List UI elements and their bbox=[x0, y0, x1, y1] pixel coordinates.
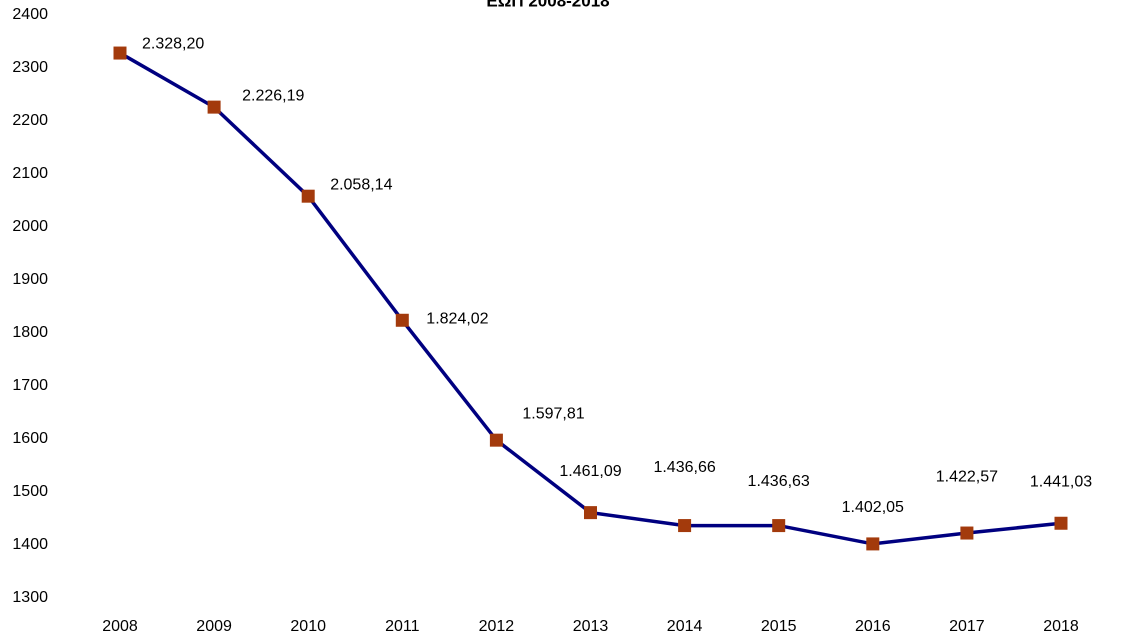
data-label: 1.441,03 bbox=[1030, 473, 1092, 490]
chart-title: ΕΩΠ 2008-2018 bbox=[486, 0, 609, 10]
data-label: 2.328,20 bbox=[142, 35, 204, 52]
x-tick-label: 2016 bbox=[855, 618, 891, 635]
x-tick-label: 2014 bbox=[667, 618, 703, 635]
marker bbox=[207, 100, 221, 114]
y-tick-label: 1600 bbox=[12, 430, 48, 447]
data-label: 1.824,02 bbox=[426, 310, 488, 327]
data-label: 1.402,05 bbox=[842, 499, 904, 516]
x-tick-label: 2011 bbox=[385, 618, 420, 635]
y-tick-label: 1800 bbox=[12, 324, 48, 341]
y-tick-label: 1400 bbox=[12, 536, 48, 553]
marker bbox=[678, 519, 692, 533]
y-tick-label: 2400 bbox=[12, 6, 48, 23]
y-tick-label: 2200 bbox=[12, 112, 48, 129]
marker bbox=[489, 433, 503, 447]
x-tick-label: 2017 bbox=[949, 618, 985, 635]
y-tick-label: 2300 bbox=[12, 59, 48, 76]
marker bbox=[1054, 516, 1068, 530]
data-label: 1.436,63 bbox=[748, 473, 810, 490]
marker bbox=[301, 189, 315, 203]
x-tick-label: 2013 bbox=[573, 618, 609, 635]
data-label: 1.597,81 bbox=[522, 405, 584, 422]
x-tick-label: 2008 bbox=[102, 618, 138, 635]
x-tick-label: 2009 bbox=[196, 618, 232, 635]
x-tick-label: 2012 bbox=[479, 618, 515, 635]
y-tick-label: 1500 bbox=[12, 483, 48, 500]
data-label: 1.436,66 bbox=[653, 459, 715, 476]
y-tick-label: 1700 bbox=[12, 377, 48, 394]
marker bbox=[960, 526, 974, 540]
y-tick-label: 2000 bbox=[12, 218, 48, 235]
x-tick-label: 2018 bbox=[1043, 618, 1079, 635]
y-tick-label: 1300 bbox=[12, 589, 48, 606]
y-tick-label: 1900 bbox=[12, 271, 48, 288]
marker bbox=[395, 313, 409, 327]
data-label: 1.422,57 bbox=[936, 468, 998, 485]
data-label: 2.058,14 bbox=[330, 176, 392, 193]
data-label: 1.461,09 bbox=[559, 463, 621, 480]
marker bbox=[584, 506, 597, 520]
marker bbox=[772, 519, 786, 533]
marker bbox=[113, 46, 127, 60]
y-tick-label: 2100 bbox=[12, 165, 48, 182]
x-tick-label: 2010 bbox=[290, 618, 326, 635]
data-label: 2.226,19 bbox=[242, 87, 304, 104]
x-tick-label: 2015 bbox=[761, 618, 797, 635]
marker bbox=[866, 537, 880, 551]
